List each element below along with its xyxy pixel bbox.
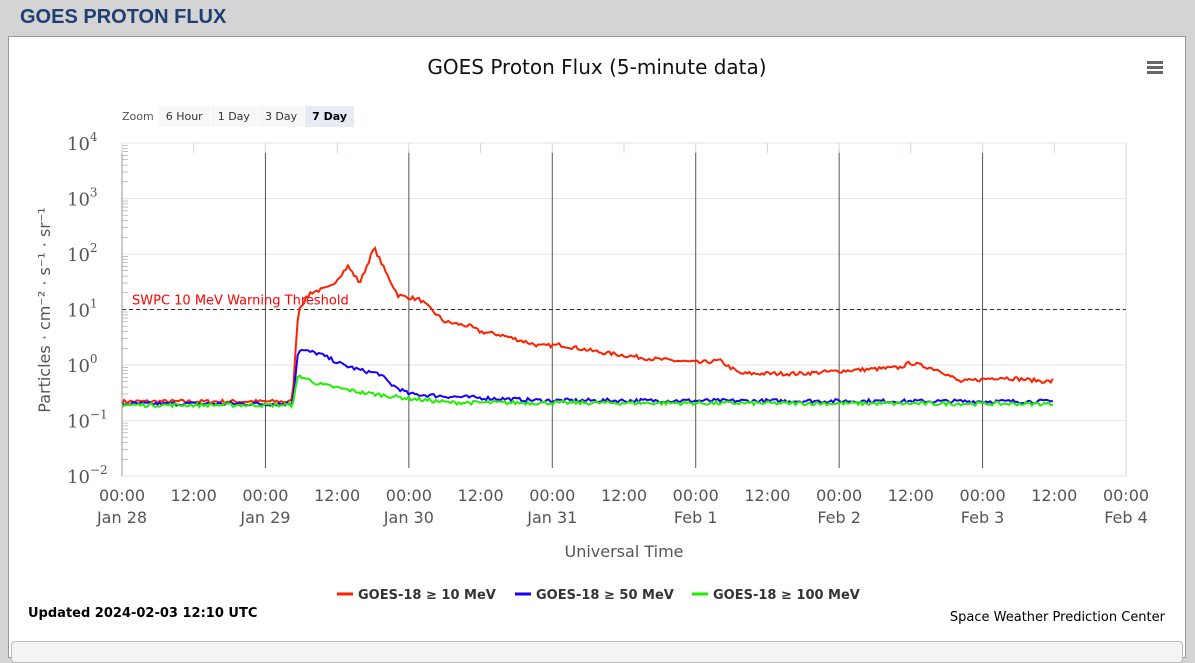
- y-axis-label: Particles · cm⁻² · s⁻¹ · sr⁻¹: [35, 207, 54, 412]
- hamburger-menu-icon[interactable]: [1147, 61, 1163, 75]
- legend-label: GOES-18 ≥ 10 MeV: [358, 588, 496, 603]
- x-tick-date: Feb 2: [817, 508, 861, 527]
- x-tick-time: 00:00: [1103, 486, 1149, 505]
- x-tick-time: 12:00: [1031, 486, 1077, 505]
- x-tick-date: Feb 3: [961, 508, 1005, 527]
- zoom-7-day-button[interactable]: 7 Day: [305, 106, 355, 127]
- proton-flux-chart: GOES Proton Flux (5-minute data) Univers…: [28, 55, 1166, 625]
- zoom-1-day-button[interactable]: 1 Day: [210, 106, 257, 127]
- x-tick-date: Feb 1: [674, 508, 718, 527]
- legend-label: GOES-18 ≥ 100 MeV: [713, 588, 860, 603]
- legend-item-2[interactable]: GOES-18 ≥ 50 MeV: [515, 588, 674, 603]
- x-tick-time: 12:00: [744, 486, 790, 505]
- x-tick-time: 00:00: [99, 486, 145, 505]
- x-tick-time: 00:00: [816, 486, 862, 505]
- page-title: GOES PROTON FLUX: [20, 6, 227, 28]
- x-tick-time: 00:00: [529, 486, 575, 505]
- x-tick-date: Feb 4: [1104, 508, 1148, 527]
- zoom-6-hour-button[interactable]: 6 Hour: [158, 106, 210, 127]
- zoom-3-day-button[interactable]: 3 Day: [257, 106, 305, 127]
- legend-label: GOES-18 ≥ 50 MeV: [536, 588, 674, 603]
- x-tick-time: 00:00: [960, 486, 1006, 505]
- x-tick-time: 12:00: [458, 486, 504, 505]
- series-line-2: [121, 348, 1053, 407]
- page-header: GOES PROTON FLUX: [0, 0, 1195, 34]
- x-tick-time: 00:00: [242, 486, 288, 505]
- x-tick-date: Jan 29: [239, 508, 290, 527]
- series-line-1: [121, 246, 1054, 405]
- credit-text: Space Weather Prediction Center: [950, 610, 1166, 625]
- x-tick-time: 12:00: [171, 486, 217, 505]
- y-tick-label: 100: [67, 352, 98, 377]
- x-tick-time: 12:00: [601, 486, 647, 505]
- y-tick-label: 101: [67, 297, 98, 322]
- zoom-selector: Zoom 6 Hour 1 Day 3 Day 7 Day: [122, 106, 355, 127]
- y-tick-label: 10−1: [67, 408, 108, 433]
- zoom-label: Zoom: [122, 110, 154, 123]
- chart-title: GOES Proton Flux (5-minute data): [427, 55, 766, 79]
- updated-timestamp: Updated 2024-02-03 12:10 UTC: [28, 606, 257, 621]
- x-tick-date: Jan 28: [96, 508, 147, 527]
- x-axis-label: Universal Time: [564, 542, 683, 561]
- legend-item-3[interactable]: GOES-18 ≥ 100 MeV: [692, 588, 860, 603]
- y-tick-label: 103: [67, 186, 98, 211]
- series-line-3: [121, 374, 1054, 410]
- threshold-label: SWPC 10 MeV Warning Threshold: [132, 294, 349, 309]
- legend-item-1[interactable]: GOES-18 ≥ 10 MeV: [337, 588, 496, 603]
- x-tick-time: 12:00: [888, 486, 934, 505]
- x-tick-date: Jan 31: [526, 508, 577, 527]
- y-tick-label: 104: [67, 130, 98, 155]
- y-tick-label: 10−2: [67, 463, 108, 488]
- x-tick-time: 00:00: [386, 486, 432, 505]
- y-tick-label: 102: [67, 241, 98, 266]
- x-tick-time: 12:00: [314, 486, 360, 505]
- x-tick-time: 00:00: [673, 486, 719, 505]
- x-tick-date: Jan 30: [383, 508, 434, 527]
